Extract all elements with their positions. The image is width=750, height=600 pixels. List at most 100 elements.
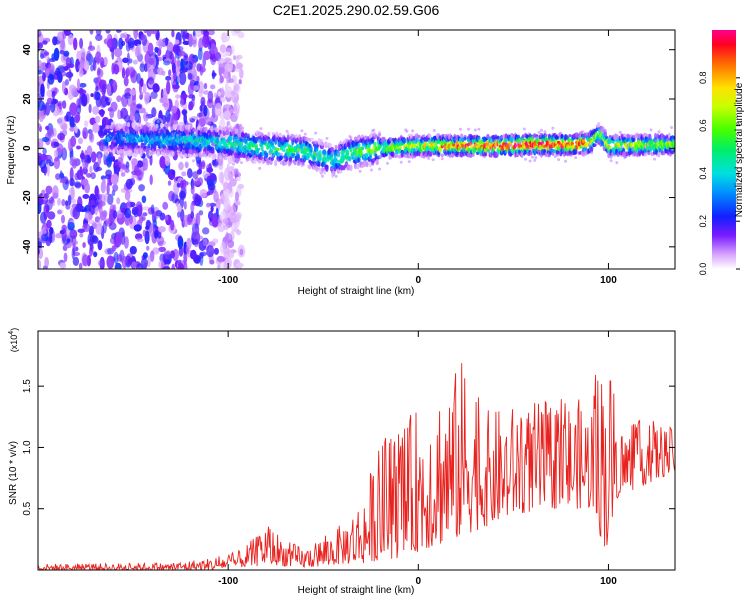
heatmap-cell <box>185 61 193 71</box>
heatmap-cell <box>59 172 65 179</box>
heatmap-cell <box>65 57 72 68</box>
heatmap-cell <box>174 123 178 130</box>
heatmap-cell <box>282 159 286 167</box>
heatmap-cell <box>181 149 185 155</box>
heatmap-cell <box>378 167 381 171</box>
heatmap-cell <box>589 137 593 141</box>
heatmap-cell <box>323 149 327 155</box>
heatmap-cell <box>57 197 61 206</box>
heatmap-cell <box>184 153 188 158</box>
heatmap-cell <box>114 146 118 152</box>
heatmap-cell <box>170 219 175 231</box>
heatmap-cell <box>120 33 126 39</box>
heatmap-cell <box>157 132 161 139</box>
heatmap-cell <box>76 145 81 150</box>
heatmap-cell <box>136 73 141 84</box>
heatmap-cell <box>210 84 216 90</box>
heatmap-cell <box>590 151 594 155</box>
heatmap-cell <box>520 153 524 157</box>
heatmap-cell <box>257 147 261 151</box>
heatmap-cell <box>152 247 160 255</box>
heatmap-cell <box>98 259 104 267</box>
heatmap-cell <box>528 159 532 163</box>
heatmap-cell <box>202 33 210 48</box>
heatmap-cell <box>229 166 235 171</box>
snr-scale-factor: (x104) <box>8 328 19 352</box>
heatmap-cell <box>670 126 674 129</box>
heatmap-cell <box>145 115 149 119</box>
heatmap-cell <box>190 99 195 108</box>
heatmap-cell <box>38 259 42 269</box>
heatmap-cell <box>618 130 622 134</box>
heatmap-cell <box>65 111 71 122</box>
heatmap-cell <box>38 42 43 49</box>
heatmap-cell <box>323 170 327 175</box>
heatmap-cell <box>126 122 131 128</box>
heatmap-cell <box>377 133 382 137</box>
heatmap-cell <box>123 76 129 87</box>
heatmap-cell <box>185 146 189 153</box>
heatmap-cell <box>285 141 289 147</box>
heatmap-cell <box>344 162 348 166</box>
heatmap-cell <box>225 153 229 158</box>
heatmap-cell <box>630 142 634 148</box>
heatmap-cell <box>597 121 601 128</box>
heatmap-cell <box>141 216 146 221</box>
x-tick-label: 100 <box>600 275 617 286</box>
heatmap-cell <box>55 233 63 239</box>
heatmap-cell <box>147 143 151 149</box>
heatmap-cell <box>623 133 627 139</box>
heatmap-cell <box>166 41 174 52</box>
heatmap-cell <box>258 166 262 170</box>
heatmap-cell <box>132 59 138 65</box>
heatmap-cell <box>171 113 178 121</box>
heatmap-cell <box>593 143 597 147</box>
heatmap-cell <box>183 200 187 210</box>
heatmap-cell <box>90 172 96 180</box>
heatmap-cell <box>149 250 155 262</box>
colorbar-label: Normalized spectral amplitude <box>734 82 745 217</box>
heatmap-cell <box>619 140 624 147</box>
heatmap-cell <box>118 37 124 50</box>
heatmap-cell <box>258 159 262 164</box>
heatmap-cell <box>506 142 510 150</box>
heatmap-cell <box>239 248 244 256</box>
heatmap-cell <box>432 129 436 132</box>
heatmap-cell <box>47 73 55 85</box>
heatmap-cell <box>64 79 69 86</box>
heatmap-cell <box>77 78 80 91</box>
heatmap-cell <box>65 203 71 210</box>
heatmap-cell <box>201 160 206 170</box>
heatmap-cell <box>653 157 656 161</box>
heatmap-cell <box>209 43 217 55</box>
heatmap-cell <box>229 135 233 142</box>
heatmap-cell <box>119 163 125 168</box>
heatmap-cell <box>493 146 497 150</box>
heatmap-cell <box>68 187 75 196</box>
heatmap-cell <box>182 31 187 42</box>
heatmap-cell <box>38 100 45 112</box>
heatmap-cell <box>38 30 42 38</box>
heatmap-cell <box>217 264 221 269</box>
heatmap-cell <box>197 81 205 94</box>
colorbar-gradient <box>712 30 736 269</box>
heatmap-cell <box>162 102 169 108</box>
heatmap-cell <box>124 92 131 99</box>
heatmap-cell <box>129 149 133 157</box>
heatmap-cell <box>57 209 62 215</box>
heatmap-cell <box>309 145 313 153</box>
heatmap-cell <box>87 45 96 51</box>
heatmap-cell <box>210 125 214 133</box>
heatmap-cell <box>224 157 227 161</box>
heatmap-cell <box>155 123 159 129</box>
colorbar-tick-label: 0.4 <box>698 167 708 180</box>
heatmap-cell <box>166 80 171 95</box>
heatmap-cell <box>557 158 561 162</box>
heatmap-cell <box>177 235 183 241</box>
heatmap-cell <box>38 202 42 214</box>
heatmap-cell <box>198 151 202 158</box>
heatmap-cell <box>73 181 82 188</box>
heatmap-cell <box>41 237 47 244</box>
heatmap-cell <box>156 235 165 245</box>
snr-series-line <box>38 363 675 570</box>
